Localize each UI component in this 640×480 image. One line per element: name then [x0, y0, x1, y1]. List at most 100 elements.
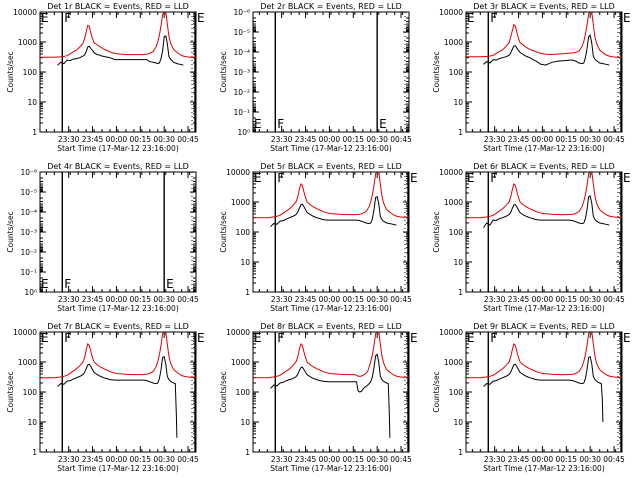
- x-tick-label: 00:45: [177, 455, 199, 464]
- panel-title: Det 4r BLACK = Events, RED = LLD: [47, 162, 189, 171]
- marker-letter-e: E: [254, 171, 262, 185]
- y-tick-label: 10: [27, 98, 37, 107]
- events-series-line: [57, 355, 178, 438]
- marker-letter-e: E: [467, 331, 475, 345]
- x-tick-label: 23:45: [82, 455, 104, 464]
- x-tick-label: 00:00: [532, 295, 554, 304]
- marker-letter-e: E: [197, 11, 205, 25]
- y-tick-label: 100: [236, 228, 251, 237]
- y-tick-label: 100: [23, 388, 38, 397]
- y-axis-label: Counts/sec: [432, 51, 441, 92]
- y-tick-label: 1: [32, 448, 37, 457]
- x-tick-label: 23:30: [271, 295, 293, 304]
- panel-5: Det 5r BLACK = Events, RED = LLD 1 10 100 10…: [219, 162, 418, 313]
- x-tick-label: 23:30: [58, 455, 80, 464]
- x-tick-label: 00:45: [177, 295, 199, 304]
- y-tick-label: 1: [32, 128, 37, 137]
- marker-letter-e: E: [623, 331, 631, 345]
- lld-series-line: [466, 332, 622, 379]
- x-tick-label: 23:45: [82, 295, 104, 304]
- marker-letter-e: E: [254, 331, 262, 345]
- y-tick-label: 10⁻²: [233, 88, 250, 97]
- plot-frame: [465, 171, 623, 293]
- marker-letter-e: E: [41, 277, 49, 291]
- panel-6: Det 6r BLACK = Events, RED = LLD 1 10 100 10…: [432, 162, 631, 313]
- x-tick-label: 00:00: [319, 455, 341, 464]
- y-axis-label: Counts/sec: [6, 211, 15, 252]
- x-tick-label: 00:15: [555, 455, 577, 464]
- y-tick-label: 1000: [18, 358, 37, 367]
- x-tick-label: 23:30: [58, 135, 80, 144]
- x-tick-label: 00:45: [390, 295, 412, 304]
- events-series-line: [483, 355, 604, 423]
- x-axis-label: Start Time (17-Mar-12 23:16:00): [270, 144, 392, 153]
- x-tick-label: 00:00: [532, 455, 554, 464]
- plot-frame: [465, 11, 623, 133]
- x-tick-label: 00:15: [129, 135, 151, 144]
- x-tick-label: 00:30: [579, 295, 601, 304]
- y-tick-label: 1000: [444, 358, 463, 367]
- x-tick-label: 00:00: [319, 295, 341, 304]
- y-tick-label: 10⁻³: [233, 68, 250, 77]
- marker-letter-e: E: [166, 277, 174, 291]
- events-series-line: [483, 34, 610, 66]
- x-tick-label: 00:15: [342, 135, 364, 144]
- y-tick-label: 10: [453, 418, 463, 427]
- panel-9: Det 9r BLACK = Events, RED = LLD 1 10 100 10…: [432, 322, 631, 473]
- y-axis-label: Counts/sec: [432, 371, 441, 412]
- y-tick-label: 10000: [439, 168, 463, 177]
- x-tick-label: 23:45: [295, 135, 317, 144]
- lld-series-line: [253, 172, 409, 219]
- y-axis-label: Counts/sec: [432, 211, 441, 252]
- x-axis-label: Start Time (17-Mar-12 23:16:00): [270, 304, 392, 313]
- x-tick-label: 23:45: [508, 455, 530, 464]
- y-tick-label: 1000: [444, 38, 463, 47]
- y-tick-label: 10⁻²: [20, 248, 37, 257]
- marker-letter-e: E: [623, 171, 631, 185]
- y-axis-label: Counts/sec: [219, 51, 228, 92]
- y-tick-label: 10: [453, 98, 463, 107]
- y-tick-label: 10⁻¹: [233, 108, 250, 117]
- y-tick-label: 100: [449, 388, 464, 397]
- y-tick-label: 10⁻³: [20, 228, 37, 237]
- y-tick-label: 100: [449, 228, 464, 237]
- x-tick-label: 00:45: [603, 135, 625, 144]
- x-axis-label: Start Time (17-Mar-12 23:16:00): [57, 304, 179, 313]
- y-tick-label: 10: [240, 418, 250, 427]
- x-tick-label: 00:15: [129, 455, 151, 464]
- marker-letter-e: E: [410, 331, 418, 345]
- x-tick-label: 00:30: [579, 455, 601, 464]
- y-tick-label: 1000: [231, 358, 250, 367]
- plot-frame: [252, 11, 410, 133]
- marker-letter-e: E: [41, 331, 49, 345]
- x-axis-label: Start Time (17-Mar-12 23:16:00): [483, 464, 605, 473]
- x-tick-label: 00:30: [153, 455, 175, 464]
- x-tick-label: 00:30: [579, 135, 601, 144]
- y-tick-label: 10⁻¹: [20, 268, 37, 277]
- marker-letter-f: F: [490, 331, 497, 345]
- x-tick-label: 23:30: [271, 455, 293, 464]
- x-tick-label: 00:45: [603, 455, 625, 464]
- marker-letter-e: E: [197, 331, 205, 345]
- lld-series-line: [40, 12, 196, 58]
- x-tick-label: 00:30: [366, 295, 388, 304]
- panel-title: Det 9r BLACK = Events, RED = LLD: [473, 322, 615, 331]
- y-tick-label: 1000: [231, 198, 250, 207]
- y-tick-label: 10000: [226, 168, 250, 177]
- marker-letter-e: E: [254, 117, 262, 131]
- x-tick-label: 23:30: [58, 295, 80, 304]
- y-tick-label: 10: [453, 258, 463, 267]
- x-tick-label: 00:00: [106, 295, 128, 304]
- panel-title: Det 2r BLACK = Events, RED = LLD: [260, 2, 402, 11]
- x-axis-label: Start Time (17-Mar-12 23:16:00): [57, 464, 179, 473]
- x-tick-label: 00:45: [177, 135, 199, 144]
- marker-letter-f: F: [64, 277, 71, 291]
- y-axis-label: Counts/sec: [6, 371, 15, 412]
- plot-frame: [252, 331, 410, 453]
- lld-series-line: [253, 332, 409, 379]
- panel-1: Det 1r BLACK = Events, RED = LLD 1 10 100 10…: [6, 2, 205, 153]
- y-tick-label: 10⁻⁴: [20, 208, 37, 217]
- x-tick-label: 00:00: [319, 135, 341, 144]
- y-tick-label: 1: [245, 448, 250, 457]
- y-tick-label: 10000: [13, 8, 37, 17]
